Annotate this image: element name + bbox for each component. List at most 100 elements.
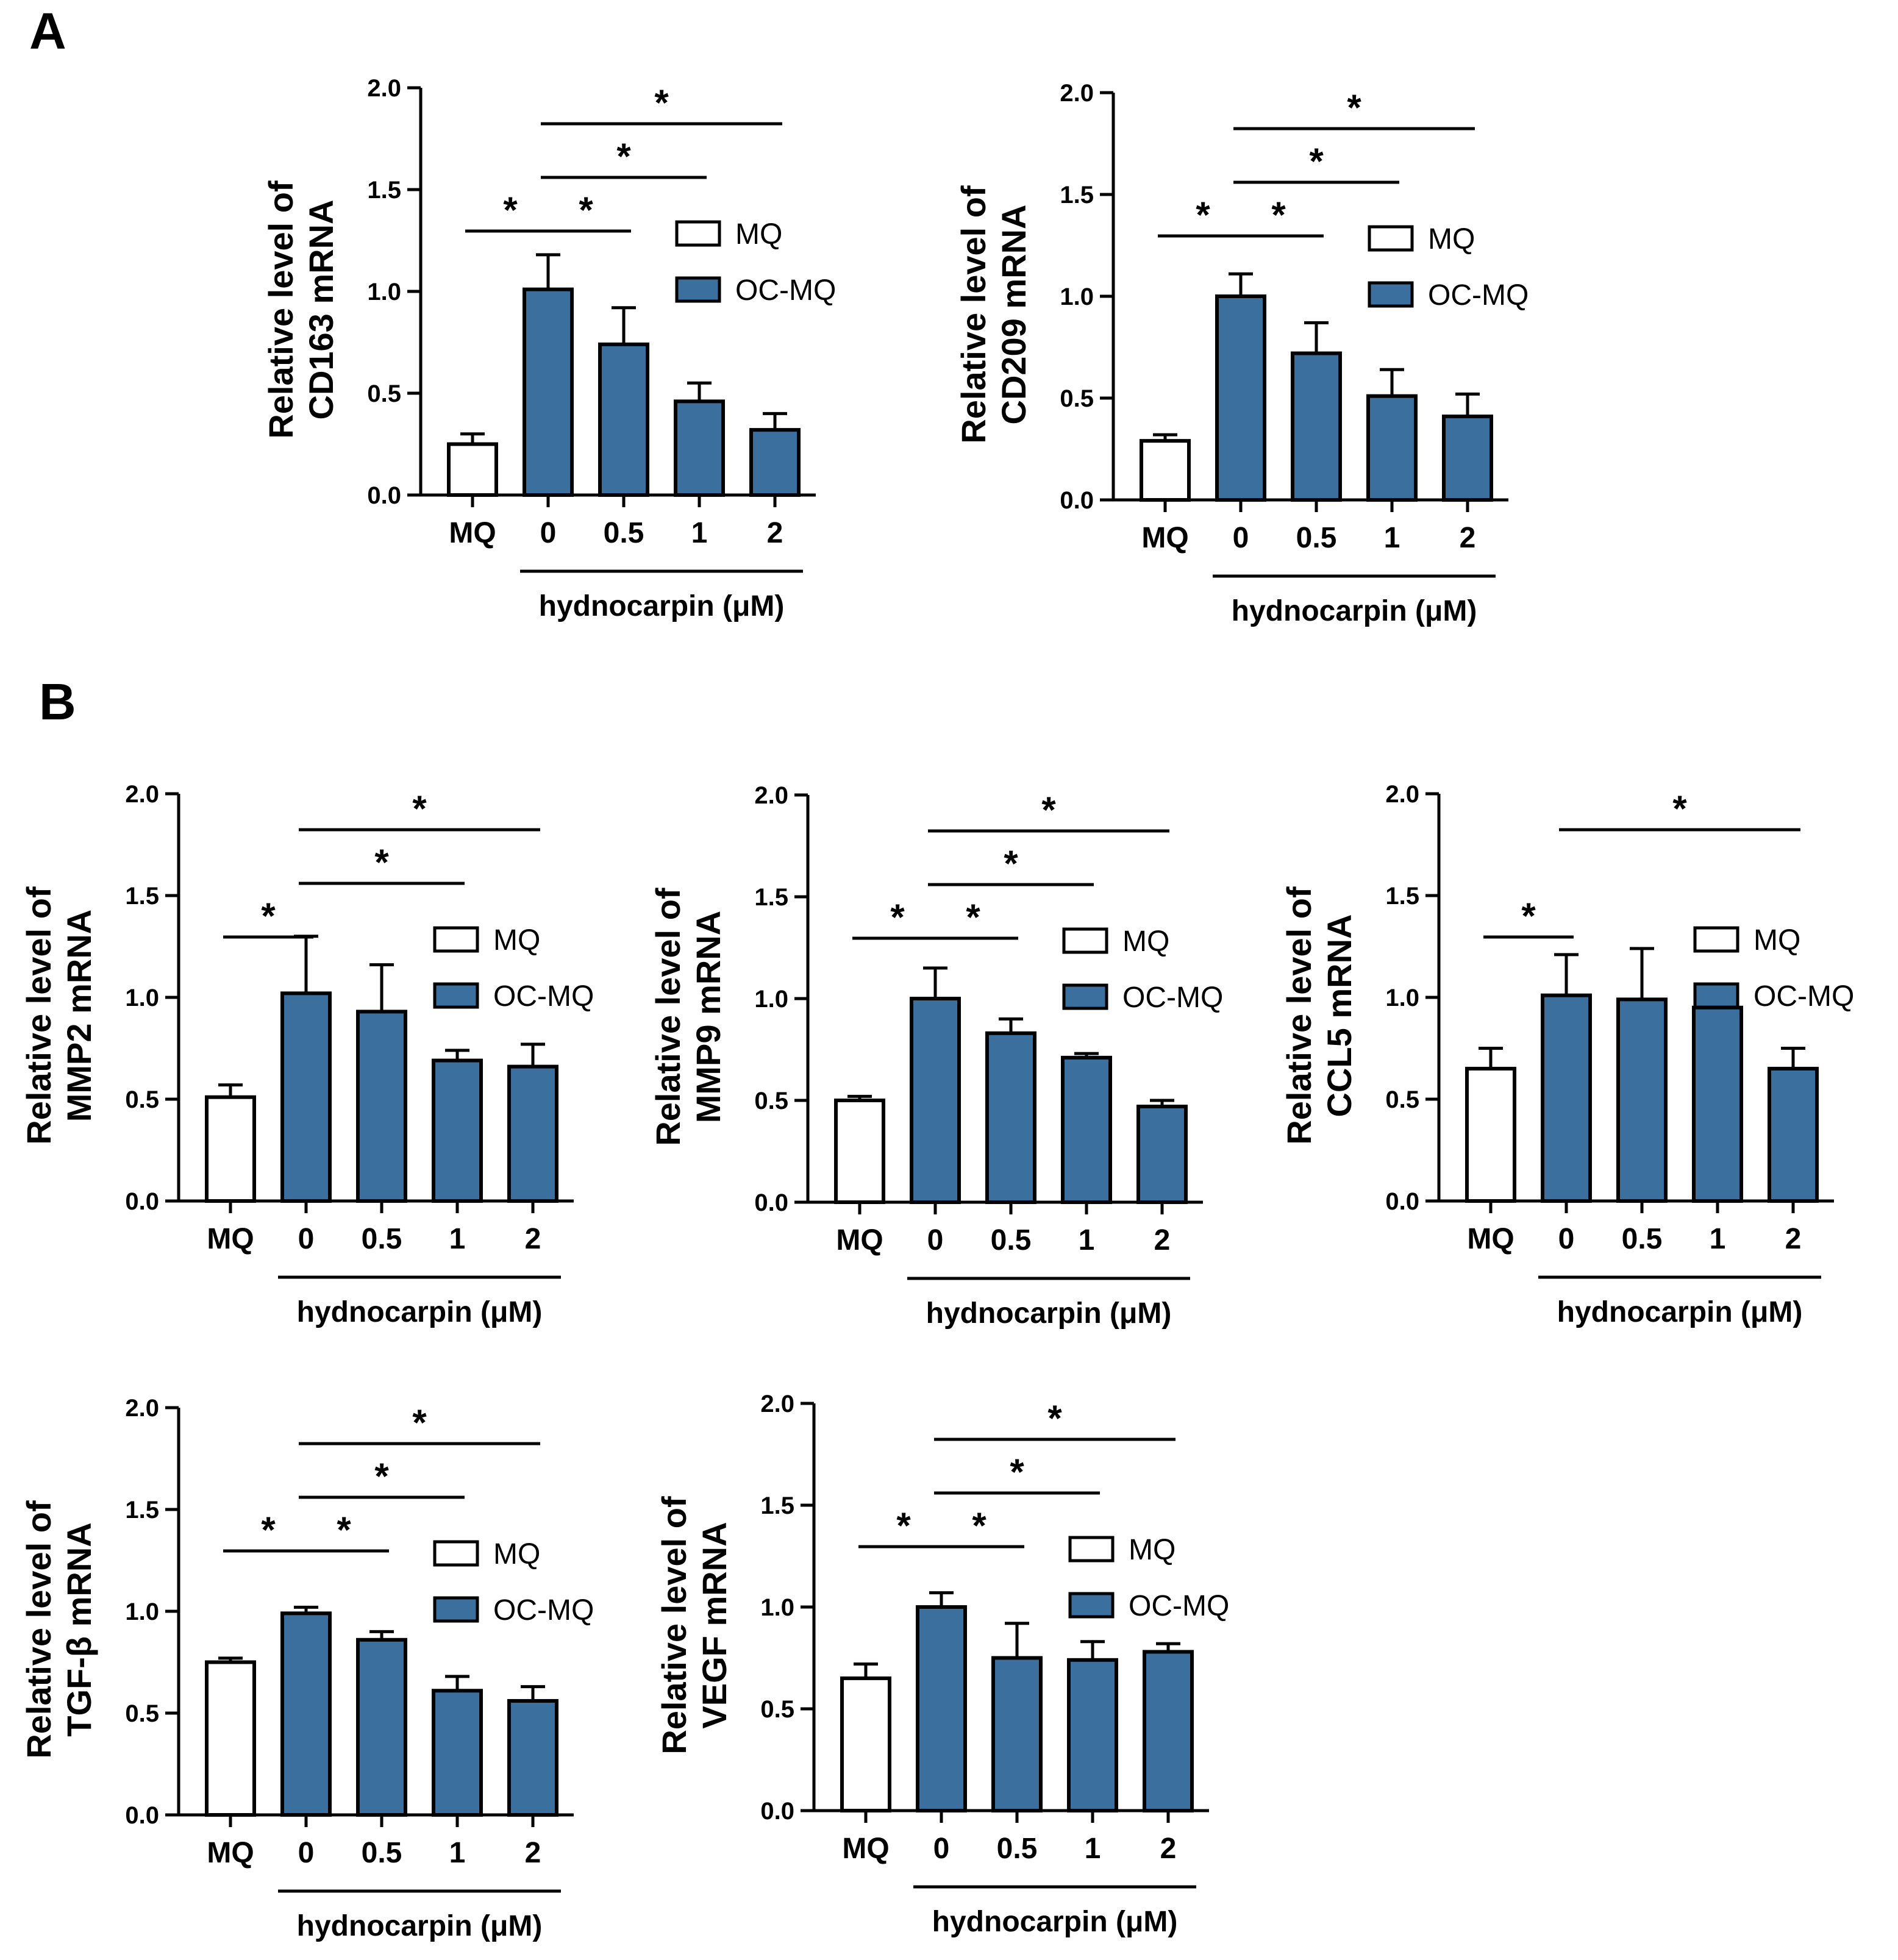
y-axis-label: Relative level ofMMP9 mRNA	[649, 888, 727, 1146]
x-tick-label: 1	[1710, 1223, 1726, 1255]
y-axis-label-line: MMP9 mRNA	[689, 911, 727, 1123]
panel-letter-a: A	[29, 2, 66, 60]
x-tick-label: 0	[1558, 1223, 1575, 1255]
bar-MQ	[1140, 439, 1191, 502]
bar-2	[507, 1698, 558, 1817]
y-tick-label: 0.5	[754, 1088, 788, 1114]
legend-swatch	[1693, 926, 1739, 953]
legend-label: OC-MQ	[1129, 1590, 1229, 1622]
significance-star: *	[1309, 141, 1324, 182]
legend-swatch	[675, 220, 721, 247]
legend-label: MQ	[493, 924, 540, 957]
y-axis-label: Relative level ofCCL5 mRNA	[1280, 886, 1358, 1145]
bar-2	[507, 1064, 558, 1203]
bar-0	[916, 1605, 967, 1812]
significance-star: *	[972, 1505, 986, 1546]
legend-swatch	[1068, 1536, 1115, 1563]
chart-3: 0.0 0.5 1.0 1.5 2.0 MQ 0 0.5 1 2 hydnocarpin (μM) R…	[20, 781, 594, 1328]
legend-label: MQ	[1122, 925, 1169, 958]
y-axis-label: Relative level ofCD163 mRNA	[262, 180, 340, 439]
y-axis-label-line: Relative level of	[1280, 886, 1318, 1145]
y-tick-label: 2.0	[125, 781, 159, 808]
bar-2	[1442, 415, 1493, 502]
bar-MQ	[205, 1095, 256, 1203]
x-tick-label: 2	[767, 517, 783, 549]
y-tick-label: 1.5	[367, 177, 401, 204]
chart-5: 0.0 0.5 1.0 1.5 2.0 MQ 0 0.5 1 2 hydnocarpin (μM) R…	[1280, 781, 1854, 1328]
bar-0.5	[985, 1031, 1036, 1205]
y-axis-label-line: CD209 mRNA	[994, 205, 1033, 425]
bar-1	[432, 1058, 483, 1203]
x-tick-label: 1	[691, 517, 708, 549]
x-tick-label: 2	[1785, 1223, 1802, 1255]
legend-swatch	[1062, 983, 1108, 1010]
x-tick-label: 0.5	[991, 1224, 1032, 1256]
y-axis-label-line: CCL5 mRNA	[1320, 914, 1358, 1117]
y-tick-label: 2.0	[125, 1395, 159, 1422]
significance-star: *	[1672, 788, 1687, 829]
legend-swatch	[1068, 1592, 1115, 1619]
x-tick-label: MQ	[1467, 1223, 1514, 1255]
x-tick-label: 0.5	[362, 1223, 402, 1255]
significance-star: *	[261, 896, 276, 936]
y-tick-label: 1.5	[1060, 182, 1094, 208]
legend-swatch	[1368, 281, 1414, 308]
legend-label: OC-MQ	[493, 980, 594, 1013]
bar-2	[1136, 1105, 1188, 1205]
y-axis-label-line: CD163 mRNA	[302, 200, 340, 420]
y-tick-label: 1.5	[125, 883, 159, 910]
bar-0.5	[1616, 997, 1668, 1203]
bar-1	[1067, 1658, 1118, 1813]
bar-1	[1061, 1055, 1112, 1204]
legend-label: OC-MQ	[735, 274, 836, 307]
significance-star: *	[412, 1402, 427, 1443]
x-tick-label: 0.5	[997, 1833, 1038, 1865]
y-axis-label-line: Relative level of	[655, 1496, 693, 1755]
bar-0.5	[356, 1010, 407, 1203]
x-tick-label: 0.5	[604, 517, 644, 549]
significance-star: *	[1047, 1398, 1062, 1439]
x-tick-label: 2	[1160, 1833, 1177, 1865]
x-axis-label: hydnocarpin (μM)	[297, 1910, 543, 1942]
x-tick-label: 1	[1384, 522, 1400, 554]
bar-0	[1541, 993, 1592, 1203]
bar-0	[280, 991, 332, 1203]
x-axis-label: hydnocarpin (μM)	[1232, 595, 1477, 627]
x-tick-label: MQ	[836, 1224, 883, 1256]
significance-star: *	[337, 1509, 351, 1550]
legend-label: MQ	[1754, 924, 1800, 957]
y-axis-label: Relative level ofVEGF mRNA	[655, 1496, 733, 1755]
chart-4: 0.0 0.5 1.0 1.5 2.0 MQ 0 0.5 1 2 hydnocarpin (μM) R…	[649, 782, 1223, 1330]
significance-star: *	[412, 788, 427, 829]
bar-0	[523, 287, 574, 497]
panel-letter-b: B	[39, 673, 76, 730]
x-tick-label: 2	[1154, 1224, 1171, 1256]
bar-0.5	[598, 342, 649, 497]
x-tick-label: MQ	[449, 517, 496, 549]
y-axis-label-line: VEGF mRNA	[695, 1522, 733, 1728]
significance-star: *	[896, 1505, 911, 1546]
x-axis-label: hydnocarpin (μM)	[1557, 1296, 1803, 1328]
y-tick-label: 1.5	[754, 884, 788, 911]
significance-star: *	[1041, 789, 1056, 830]
y-tick-label: 2.0	[1385, 781, 1419, 808]
y-tick-label: 1.5	[760, 1492, 794, 1519]
y-tick-label: 1.0	[125, 1598, 159, 1625]
x-tick-label: 0	[298, 1223, 315, 1255]
x-tick-label: 1	[1085, 1833, 1101, 1865]
legend-swatch	[433, 1540, 479, 1567]
bar-MQ	[1465, 1066, 1516, 1203]
legend-swatch	[1062, 927, 1108, 954]
significance-star: *	[654, 82, 669, 123]
y-tick-label: 0.0	[125, 1802, 159, 1829]
legend-swatch	[1368, 225, 1414, 252]
bar-1	[1366, 394, 1418, 502]
y-tick-label: 0.5	[760, 1696, 794, 1723]
y-tick-label: 2.0	[367, 75, 401, 102]
y-tick-label: 0.5	[1385, 1086, 1419, 1113]
significance-star: *	[890, 897, 905, 938]
significance-star: *	[1521, 896, 1536, 936]
y-axis-label-line: Relative level of	[954, 185, 993, 444]
y-tick-label: 0.5	[1060, 385, 1094, 412]
y-tick-label: 0.0	[367, 482, 401, 509]
